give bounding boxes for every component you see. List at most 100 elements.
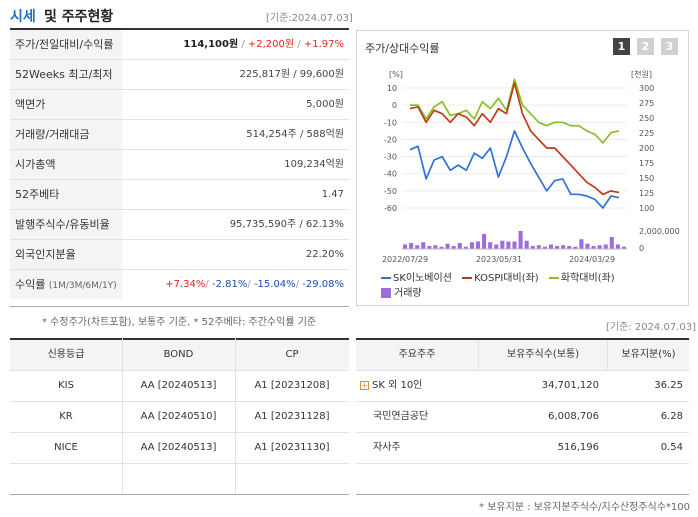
period-button-3[interactable]: 3 — [661, 38, 678, 55]
change-value: +2,200원 — [247, 39, 295, 50]
right-tick-label: 225 — [639, 129, 654, 138]
quote-value: 225,817원 / 99,600원 — [239, 69, 344, 80]
period-button-1[interactable]: 1 — [613, 38, 630, 55]
legend-label: 화학대비(좌) — [560, 273, 615, 284]
volume-bar — [409, 243, 414, 249]
holder-note: * 보유지분 : 보유지분주식수/지수산정주식수*100 — [479, 502, 690, 513]
legend-swatch — [381, 288, 391, 298]
volume-tick-label: 2,000,000 — [639, 227, 680, 236]
volume-bar — [415, 245, 420, 249]
holder-name[interactable]: + SK 외 10인 — [360, 371, 478, 401]
header-divider — [10, 28, 349, 30]
volume-bar — [615, 244, 620, 249]
left-tick-label: -50 — [384, 187, 397, 196]
credit-agency: KIS — [58, 380, 74, 391]
section-header: 시세 및 주주현황 [기준:2024.07.03] — [0, 0, 698, 30]
right-axis-unit: [천원] — [631, 69, 652, 79]
column-divider — [235, 338, 236, 494]
title-quote: 시세 — [10, 9, 36, 25]
quote-label: 시가총액 — [10, 150, 122, 179]
left-tick-label: -30 — [384, 153, 397, 162]
right-tick-label: 250 — [639, 114, 654, 123]
separator: / — [238, 39, 248, 50]
credit-header: BOND — [163, 349, 194, 360]
holder-header: 주요주주 — [398, 349, 436, 360]
volume-bar — [427, 246, 432, 249]
legend-swatch — [462, 277, 473, 279]
bond-rating: AA [20240513] — [140, 380, 217, 391]
quote-value: 95,735,590주 / 62.13% — [229, 219, 344, 230]
legend-label: 거래량 — [394, 288, 422, 299]
volume-bar — [469, 242, 474, 249]
title-shareholders: 및 주주현황 — [44, 9, 114, 25]
separator: / — [295, 279, 303, 290]
volume-bar — [542, 246, 547, 249]
volume-bar — [403, 244, 408, 249]
credit-agency: KR — [59, 411, 73, 422]
quote-label: 52주베타 — [10, 180, 122, 209]
separator: / — [294, 39, 304, 50]
credit-header-row: 신용등급 BOND CP — [10, 340, 349, 371]
bond-rating: AA [20240510] — [140, 411, 217, 422]
quote-label: 주가/전일대비/수익률 — [10, 30, 122, 59]
legend-swatch — [381, 277, 391, 279]
chart-legend: SK이노베이션 KOSPI대비(좌) 화학대비(좌) 거래량 — [381, 269, 681, 299]
quote-value: +7.34%/ -2.81%/ -15.04%/ -29.08% — [165, 270, 344, 299]
volume-bar — [621, 246, 626, 249]
quote-value: 514,254주 / 588억원 — [246, 129, 344, 140]
quote-value: 109,234억원 — [284, 159, 344, 170]
quote-row-beta: 52주베타 1.47 — [10, 180, 349, 210]
cp-rating: A1 [20231130] — [254, 442, 330, 453]
holder-percent: 0.54 — [660, 442, 683, 453]
returns-label: 수익률 — [15, 278, 46, 291]
holder-shares: 6,008,706 — [548, 411, 599, 422]
volume-bar — [482, 234, 487, 249]
quote-row-52w: 52Weeks 최고/최저 225,817원 / 99,600원 — [10, 60, 349, 90]
holder-table-bottom — [356, 494, 689, 495]
x-tick-label: 2023/05/31 — [476, 255, 522, 264]
holder-header: 보유주식수(보통) — [478, 340, 607, 370]
return-6m: -15.04% — [253, 279, 296, 290]
series-line — [409, 130, 620, 209]
right-tick-label: 175 — [639, 159, 654, 168]
return-3m: -2.81% — [211, 279, 248, 290]
legend-item-kospi: KOSPI대비(좌) — [462, 269, 539, 284]
left-tick-label: -10 — [384, 118, 397, 127]
legend-item-chem: 화학대비(좌) — [548, 269, 615, 284]
quote-value: 5,000원 — [306, 99, 344, 110]
volume-bar — [500, 240, 505, 249]
table-row: KR AA [20240510] A1 [20231128] — [10, 402, 349, 433]
period-button-2[interactable]: 2 — [637, 38, 654, 55]
volume-bar — [585, 243, 590, 249]
volume-bar — [421, 242, 426, 249]
return-1m: +7.34% — [165, 279, 206, 290]
holder-header-row: 주요주주 보유주식수(보통) 보유지분(%) — [356, 340, 689, 371]
legend-item-sk: SK이노베이션 — [381, 269, 452, 284]
quote-note: * 수정주가(차트포함), 보통주 기준, * 52주베타: 주간수익률 기준 — [42, 317, 317, 328]
chart-svg: [%] [천원]100-10-20-30-40-50-60300275250225… — [382, 69, 680, 264]
holder-name: 자사주 — [373, 442, 401, 453]
separator: / — [205, 279, 212, 290]
expand-icon[interactable]: + — [360, 380, 369, 390]
quote-value: 22.20% — [305, 249, 344, 260]
quote-row-marketcap: 시가총액 109,234억원 — [10, 150, 349, 180]
right-tick-label: 275 — [639, 99, 654, 108]
cp-rating: A1 [20231208] — [254, 380, 330, 391]
volume-bar — [524, 240, 529, 249]
holder-percent: 6.28 — [660, 411, 683, 422]
volume-bar — [433, 245, 438, 249]
volume-bar — [463, 246, 468, 249]
quote-label: 거래량/거래대금 — [10, 120, 122, 149]
legend-label: SK이노베이션 — [393, 273, 452, 284]
cp-rating: A1 [20231128] — [254, 411, 330, 422]
quote-value: 1.47 — [321, 189, 344, 200]
volume-bar — [451, 246, 456, 249]
holder-name-text: SK 외 10인 — [372, 380, 423, 391]
quote-value: 114,100원 / +2,200원 / +1.97% — [183, 30, 344, 59]
volume-bar — [457, 243, 462, 249]
holder-table: 주요주주 보유주식수(보통) 보유지분(%) + SK 외 10인 34,701,… — [356, 338, 689, 464]
quote-row-volume: 거래량/거래대금 514,254주 / 588억원 — [10, 120, 349, 150]
legend-label: KOSPI대비(좌) — [474, 273, 539, 284]
quote-label: 액면가 — [10, 90, 122, 119]
right-tick-label: 100 — [639, 204, 654, 213]
